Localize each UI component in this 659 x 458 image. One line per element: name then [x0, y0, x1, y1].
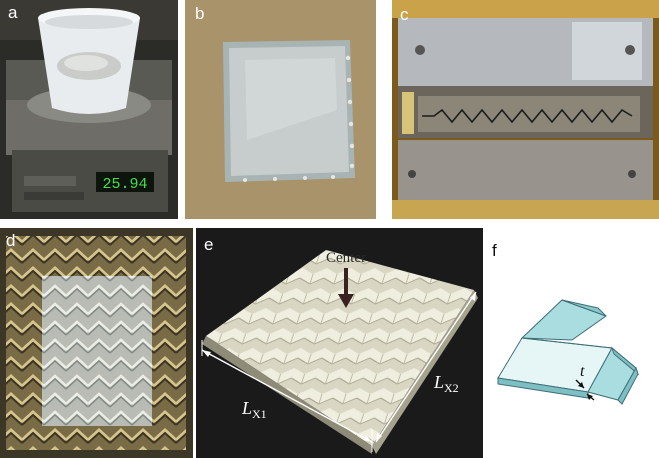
- panel-f-fold-schematic: t f: [488, 228, 659, 458]
- panel-c-mold-photo: c: [392, 0, 659, 219]
- origami-sample-illustration: Center LX1 LX2: [196, 228, 483, 458]
- center-label: Center: [326, 250, 366, 266]
- dimension-label-lx2: LX2: [433, 372, 459, 395]
- panel-e-origami-sample-photo: Center LX1 LX2 e: [196, 228, 483, 458]
- panel-label-b: b: [195, 4, 205, 23]
- mold-photo-illustration: [392, 0, 659, 219]
- panel-label-a: a: [8, 3, 18, 22]
- scale-readout: 25.94: [102, 176, 147, 193]
- thickness-label: t: [580, 363, 585, 380]
- folded-mold-illustration: [0, 228, 193, 458]
- scale-photo-illustration: 25.94: [0, 0, 178, 219]
- panel-label-f: f: [492, 241, 497, 260]
- dimension-label-lx1: LX1: [241, 398, 267, 421]
- panel-label-e: e: [204, 235, 214, 254]
- panel-label-d: d: [6, 231, 16, 250]
- panel-b-sheet-photo: b: [185, 0, 376, 219]
- panel-label-c: c: [400, 5, 409, 24]
- fold-unit-schematic: t: [497, 299, 640, 405]
- panel-a-scale-photo: 25.94 a: [0, 0, 178, 219]
- sheet-photo-illustration: [185, 0, 376, 219]
- panel-d-folded-mold-photo: d: [0, 228, 193, 458]
